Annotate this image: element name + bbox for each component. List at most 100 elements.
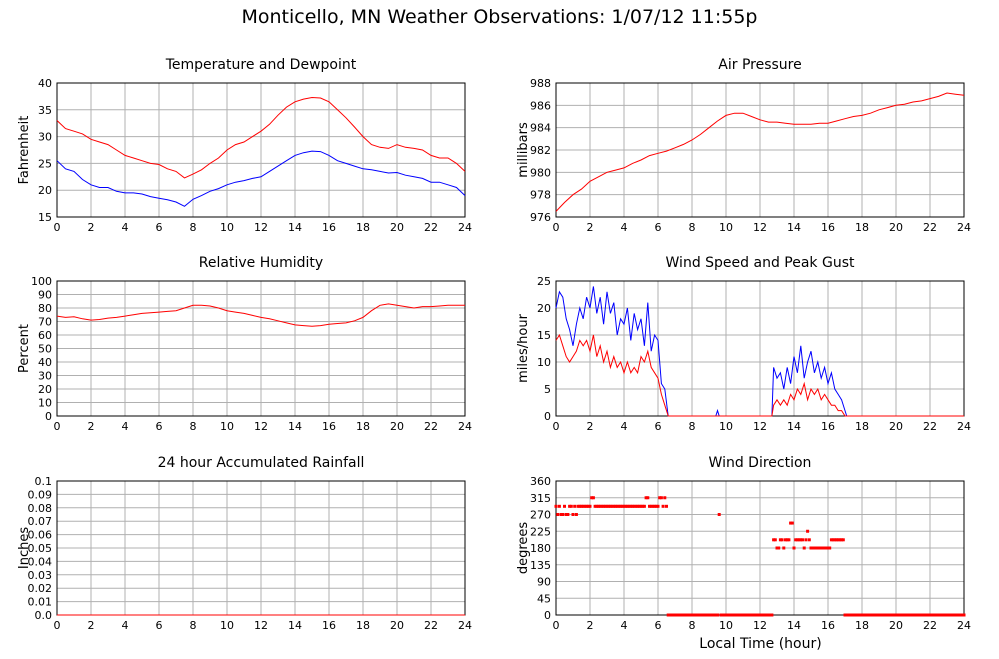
- y-tick-label: 30: [38, 131, 52, 144]
- wind_direction-point: [908, 613, 912, 617]
- temperature-frame: [56, 82, 466, 218]
- x-tick-label: 14: [787, 420, 801, 433]
- x-tick-label: 12: [254, 420, 268, 433]
- y-tick-label: 25: [38, 157, 52, 170]
- wind_direction-point: [580, 504, 583, 508]
- wind_direction-point: [557, 504, 561, 508]
- x-tick-label: 22: [923, 221, 937, 234]
- temperature-series-1-line: [56, 150, 466, 207]
- wind_direction-point: [607, 504, 611, 508]
- wind_direction-point: [887, 613, 891, 617]
- x-tick-label: 12: [753, 221, 767, 234]
- wind_direction-point: [593, 504, 597, 508]
- x-tick-label: 4: [621, 420, 628, 433]
- x-tick-label: 0: [553, 221, 560, 234]
- x-tick-label: 0: [54, 221, 61, 234]
- wind_direction-point: [729, 613, 733, 617]
- wind_direction-point: [792, 546, 796, 550]
- x-tick-label: 0: [54, 619, 61, 632]
- wind_direction-point: [916, 613, 920, 617]
- wind_direction-point: [914, 613, 918, 617]
- wind_direction-point: [605, 504, 609, 508]
- wind_direction-point: [610, 504, 614, 508]
- x-tick-label: 0: [54, 420, 61, 433]
- wind_direction-point: [661, 504, 665, 508]
- y-tick-label: 80: [38, 302, 52, 315]
- wind_direction-point: [812, 546, 816, 550]
- wind_direction-point: [909, 613, 913, 617]
- wind_direction-point: [733, 613, 736, 617]
- wind_direction-point: [753, 613, 757, 617]
- wind_direction-point: [751, 613, 755, 617]
- wind_direction-point: [636, 504, 640, 508]
- wind_direction-point: [962, 613, 966, 617]
- wind_direction-point: [600, 504, 604, 508]
- wind_direction-point: [780, 538, 784, 542]
- x-tick-label: 20: [889, 221, 903, 234]
- wind_direction-point: [903, 613, 906, 617]
- wind_direction-point: [767, 613, 770, 617]
- wind_direction-point: [942, 613, 946, 617]
- x-tick-label: 24: [458, 619, 472, 632]
- wind_direction-point: [741, 613, 745, 617]
- wind_direction-point: [870, 613, 874, 617]
- wind_speed-series-1-line: [555, 333, 964, 417]
- y-tick-label: 360: [530, 475, 551, 488]
- wind_direction-point: [879, 613, 883, 617]
- wind_direction-point: [826, 546, 830, 550]
- wind_direction-point: [775, 546, 779, 550]
- wind_direction-point: [581, 504, 585, 508]
- x-tick-label: 24: [957, 221, 971, 234]
- wind_direction-point: [554, 504, 558, 508]
- y-tick-label: 0: [45, 410, 52, 423]
- y-tick-label: 90: [537, 576, 551, 589]
- wind_direction-point: [739, 613, 743, 617]
- wind_direction-point: [943, 613, 947, 617]
- temperature-ylabel: Fahrenheit: [17, 116, 32, 185]
- wind_direction-point: [945, 613, 949, 617]
- wind_direction-point: [848, 613, 852, 617]
- x-tick-label: 4: [122, 221, 129, 234]
- wind_direction-point: [935, 613, 939, 617]
- y-tick-label: 976: [530, 211, 551, 224]
- y-tick-label: 0.08: [28, 502, 53, 515]
- wind_direction-point: [666, 613, 670, 617]
- wind_direction-point: [867, 613, 871, 617]
- y-tick-label: 984: [530, 122, 551, 135]
- x-tick-label: 18: [855, 619, 869, 632]
- wind_direction-point: [714, 613, 718, 617]
- wind_direction-point: [569, 504, 573, 508]
- wind_direction-point: [699, 613, 702, 617]
- wind_direction-point: [778, 538, 782, 542]
- wind_direction-point: [595, 504, 599, 508]
- wind_direction-point: [930, 613, 934, 617]
- wind_direction-point: [809, 546, 813, 550]
- wind_direction-point: [784, 538, 787, 542]
- wind_direction-point: [811, 546, 815, 550]
- y-tick-label: 0.04: [28, 555, 53, 568]
- wind_direction-point: [894, 613, 898, 617]
- wind_direction-point: [641, 504, 645, 508]
- wind_direction-point: [617, 504, 621, 508]
- humidity-title: Relative Humidity: [199, 255, 323, 271]
- wind_direction-point: [591, 496, 595, 500]
- wind_direction-point: [855, 613, 859, 617]
- wind_direction-point: [619, 504, 623, 508]
- wind_direction-point: [897, 613, 901, 617]
- wind_direction-point: [858, 613, 862, 617]
- x-tick-label: 12: [753, 420, 767, 433]
- y-tick-label: 10: [537, 356, 551, 369]
- wind_direction-point: [789, 521, 793, 525]
- wind_direction-point: [561, 513, 565, 516]
- wind_direction-point: [559, 513, 563, 516]
- x-tick-label: 6: [156, 420, 163, 433]
- wind_direction-point: [687, 613, 691, 617]
- wind_direction-point: [918, 613, 922, 617]
- y-tick-label: 15: [38, 211, 52, 224]
- wind_direction-point: [648, 504, 651, 508]
- wind_direction-point: [625, 504, 629, 508]
- y-tick-label: 180: [530, 542, 551, 555]
- wind_direction-point: [763, 613, 767, 617]
